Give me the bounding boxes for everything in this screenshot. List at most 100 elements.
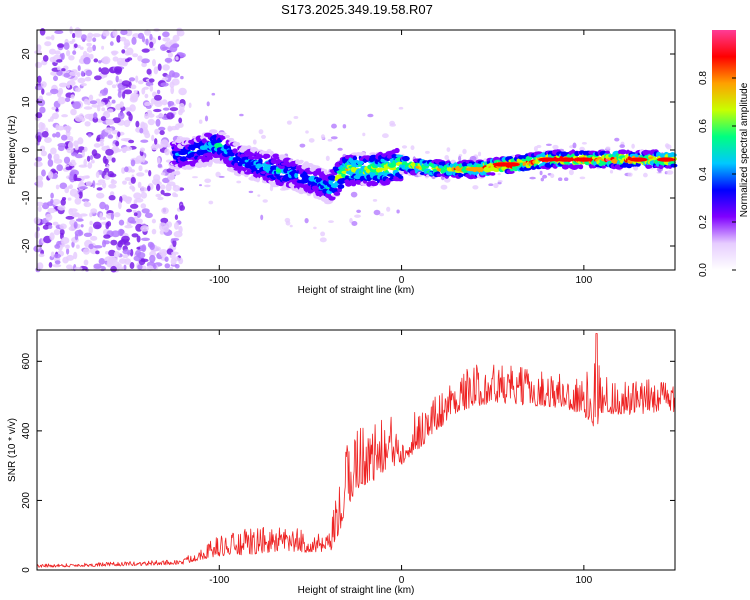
spectrogram-noise-blob [97,101,106,107]
spectrogram-noise-blob [72,32,76,39]
spectrogram-noise-blob [116,35,121,43]
spectrogram-noise-blob [167,52,173,58]
spectrogram-noise-blob [174,222,179,230]
spectrogram-noise-blob [66,254,75,261]
spectrogram-noise-blob [93,58,99,63]
spectrogram-noise-blob [93,245,103,249]
spectrogram-noise-blob [166,221,172,228]
spectrogram-noise-blob [144,212,153,219]
spectrogram-noise-blob [262,199,268,203]
spectrogram-noise-blob [60,134,68,141]
spectrogram-noise-blob [112,29,118,37]
spectrogram-noise-blob [68,55,75,61]
spectrogram-ridge-cell [394,147,400,154]
spectrogram-noise-blob [69,184,73,190]
spectrogram-noise-blob [144,113,150,120]
spectrogram-noise-blob [178,109,183,116]
spectrogram-noise-blob [157,196,164,201]
spectrogram-noise-blob [124,224,133,229]
spectrogram-noise-blob [70,94,75,99]
snr-x-tick-label: -100 [209,575,229,586]
spectrogram-noise-blob [81,149,85,158]
spectrogram-noise-blob [444,177,451,183]
spectrogram-noise-blob [164,148,170,156]
spectrogram-noise-blob [92,33,101,38]
spectrogram-noise-blob [50,198,54,205]
spectrogram-noise-blob [135,155,144,164]
spectrogram-noise-blob [48,224,53,229]
spectrogram-noise-blob [54,260,61,265]
spectrogram-noise-blob [140,203,147,209]
spectrogram-noise-blob [56,164,63,172]
spectrogram-noise-blob [458,155,462,162]
spectrogram-noise-blob [74,145,79,151]
spectrogram-peak [556,157,575,162]
spectrogram-noise-blob [39,106,46,114]
spectrogram-noise-blob [117,91,122,98]
spectrogram-ridge-cell [235,142,240,147]
spectrogram-noise-blob [126,111,132,116]
spectrogram-noise-blob [63,42,70,50]
spectrogram-x-tick-label: 0 [399,275,405,286]
spectrogram-peak [465,167,484,172]
spectrogram-noise-blob [83,158,87,167]
spectrogram-noise-blob [120,138,128,142]
spectrogram-noise-blob [92,180,96,189]
spectrogram-x-axis-label: Height of straight line (km) [298,285,415,296]
spectrogram-noise-blob [113,251,120,258]
snr-y-tick-label: 400 [21,422,32,439]
spectrogram-noise-blob [178,257,184,265]
spectrogram-noise-blob [141,208,150,214]
spectrogram-noise-blob [119,101,124,108]
spectrogram-noise-blob [115,140,120,147]
spectrogram-noise-blob [396,209,400,214]
spectrogram-noise-blob [168,70,176,78]
spectrogram-noise-blob [38,122,44,130]
spectrogram-noise-blob [123,39,131,48]
spectrogram-noise-blob [162,107,170,111]
spectrogram-noise-blob [666,170,674,175]
spectrogram-noise-blob [70,224,75,230]
spectrogram-noise-blob [90,235,98,241]
snr-x-tick-label: 100 [576,575,593,586]
snr-series-line [36,333,676,568]
spectrogram-noise-blob [199,184,202,187]
spectrogram-noise-blob [107,171,114,178]
spectrogram-noise-blob [130,169,136,173]
spectrogram-noise-blob [93,263,102,269]
spectrogram-noise-blob [141,48,150,53]
spectrogram-noise-blob [96,187,103,191]
spectrogram-noise-blob [58,87,64,95]
spectrogram-noise-blob [65,215,75,220]
spectrogram-noise-blob [204,178,212,184]
spectrogram-noise-blob [98,60,102,64]
spectrogram-noise-blob [77,137,84,145]
spectrogram-ridge-cell [402,155,410,162]
spectrogram-noise-blob [111,84,117,89]
spectrogram-noise-blob [77,44,81,49]
spectrogram-noise-blob [167,127,174,131]
spectrogram-noise-blob [102,217,106,220]
spectrogram-ridge-cell [369,181,379,187]
spectrogram-noise-blob [260,214,264,221]
spectrogram-noise-blob [56,59,63,63]
spectrogram-noise-blob [162,31,170,38]
spectrogram-noise-blob [80,83,87,87]
spectrogram-noise-blob [161,46,170,50]
spectrogram-noise-blob [74,193,80,199]
spectrogram-noise-blob [149,41,154,48]
spectrogram-noise-blob [86,35,93,43]
spectrogram-ridge-cell [258,158,263,164]
spectrogram-noise-blob [121,80,131,87]
spectrogram-noise-blob [139,127,144,134]
spectrogram-noise-blob [54,50,61,55]
spectrogram-noise-blob [130,176,136,184]
spectrogram-noise-blob [477,151,482,157]
spectrogram-noise-blob [123,89,132,95]
spectrogram-noise-blob [156,89,161,95]
spectrogram-noise-blob [36,201,44,207]
spectrogram-noise-blob [94,75,102,81]
spectrogram-noise-blob [109,41,114,46]
spectrogram-ridge-cell [652,156,658,161]
spectrogram-noise-blob [164,263,171,269]
